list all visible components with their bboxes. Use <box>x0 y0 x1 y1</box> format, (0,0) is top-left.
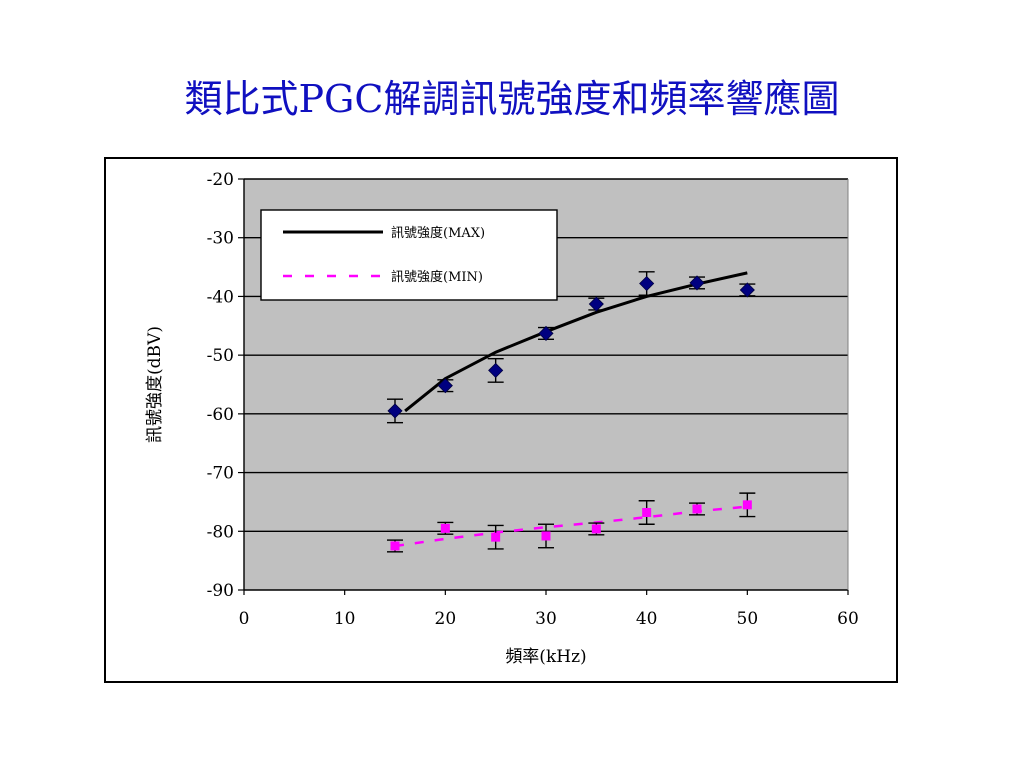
x-tick-label: 0 <box>239 609 250 629</box>
data-point-min <box>591 524 601 534</box>
data-point-max <box>689 275 705 291</box>
y-tick-label: -30 <box>207 229 234 249</box>
legend: 訊號強度(MAX) 訊號強度(MIN) <box>260 209 558 301</box>
data-point-max <box>437 378 453 394</box>
data-point-min <box>440 523 450 533</box>
slide-title: 類比式PGC解調訊號強度和頻率響應圖 <box>184 77 840 121</box>
y-tick-label: -80 <box>207 522 234 542</box>
x-axis-title: 頻率(kHz) <box>505 647 586 667</box>
data-point-min <box>692 504 702 514</box>
data-point-max <box>588 296 604 312</box>
y-tick-label: -40 <box>207 287 234 307</box>
y-tick-labels: -20 -30 -40 -50 -60 -70 -80 -90 <box>207 170 234 601</box>
data-point-min <box>642 507 652 517</box>
legend-label-min: 訊號強度(MIN) <box>391 269 483 285</box>
x-tick-label: 50 <box>737 609 759 629</box>
data-point-min <box>491 532 501 542</box>
x-tick-label: 40 <box>636 609 658 629</box>
axes <box>238 178 849 595</box>
x-tick-label: 60 <box>837 609 859 629</box>
data-point-min <box>742 500 752 510</box>
chart: -20 -30 -40 -50 -60 -70 -80 -90 0 10 20 30 40 50 60 訊… <box>145 170 859 667</box>
data-point-max <box>739 282 755 298</box>
data-point-max <box>538 325 554 341</box>
legend-box <box>260 209 558 301</box>
x-tick-labels: 0 10 20 30 40 50 60 <box>239 609 859 629</box>
y-tick-label: -50 <box>207 346 234 366</box>
x-tick-label: 10 <box>334 609 356 629</box>
y-tick-label: -20 <box>207 170 234 190</box>
y-axis-title: 訊號強度(dBV) <box>145 326 165 443</box>
y-tick-label: -70 <box>207 464 234 484</box>
legend-label-max: 訊號強度(MAX) <box>391 225 485 241</box>
series <box>387 271 756 553</box>
x-tick-label: 20 <box>435 609 457 629</box>
data-point-min <box>390 541 400 551</box>
series-max <box>387 271 756 424</box>
data-point-max <box>387 403 403 419</box>
y-tick-label: -90 <box>207 581 234 601</box>
y-tick-label: -60 <box>207 405 234 425</box>
x-tick-label: 30 <box>535 609 557 629</box>
max-trend-line <box>404 271 748 413</box>
data-point-min <box>541 531 551 541</box>
data-point-max <box>488 362 504 378</box>
series-min <box>387 492 756 553</box>
data-point-max <box>639 275 655 292</box>
chart-frame: -20 -30 -40 -50 -60 -70 -80 -90 0 10 20 30 40 50 60 訊… <box>104 157 898 683</box>
